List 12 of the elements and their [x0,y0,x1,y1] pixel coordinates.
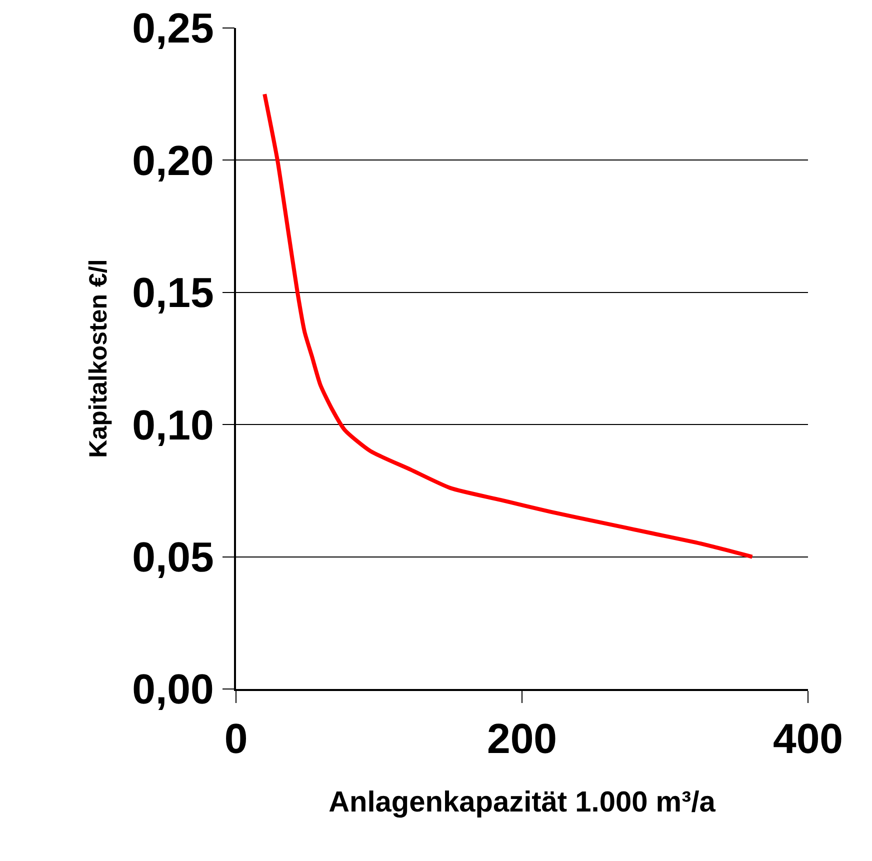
y-tick-label: 0,20 [132,136,214,184]
y-tick-label: 0,05 [132,534,214,580]
y-tick-label: 0,25 [132,4,214,52]
y-tick-label: 0,00 [132,666,214,713]
y-tick-label: 0,15 [132,269,214,316]
x-tick-label: 400 [772,715,844,762]
y-tick-label: 0,10 [132,401,214,448]
line-series [262,92,754,559]
x-axis-title: Anlagenkapazität 1.000 m³/a [328,786,716,818]
x-tick-label: 200 [486,715,558,762]
x-tick-label: 0 [224,715,248,762]
y-axis-title: Kapitalkosten €/l [84,259,112,458]
